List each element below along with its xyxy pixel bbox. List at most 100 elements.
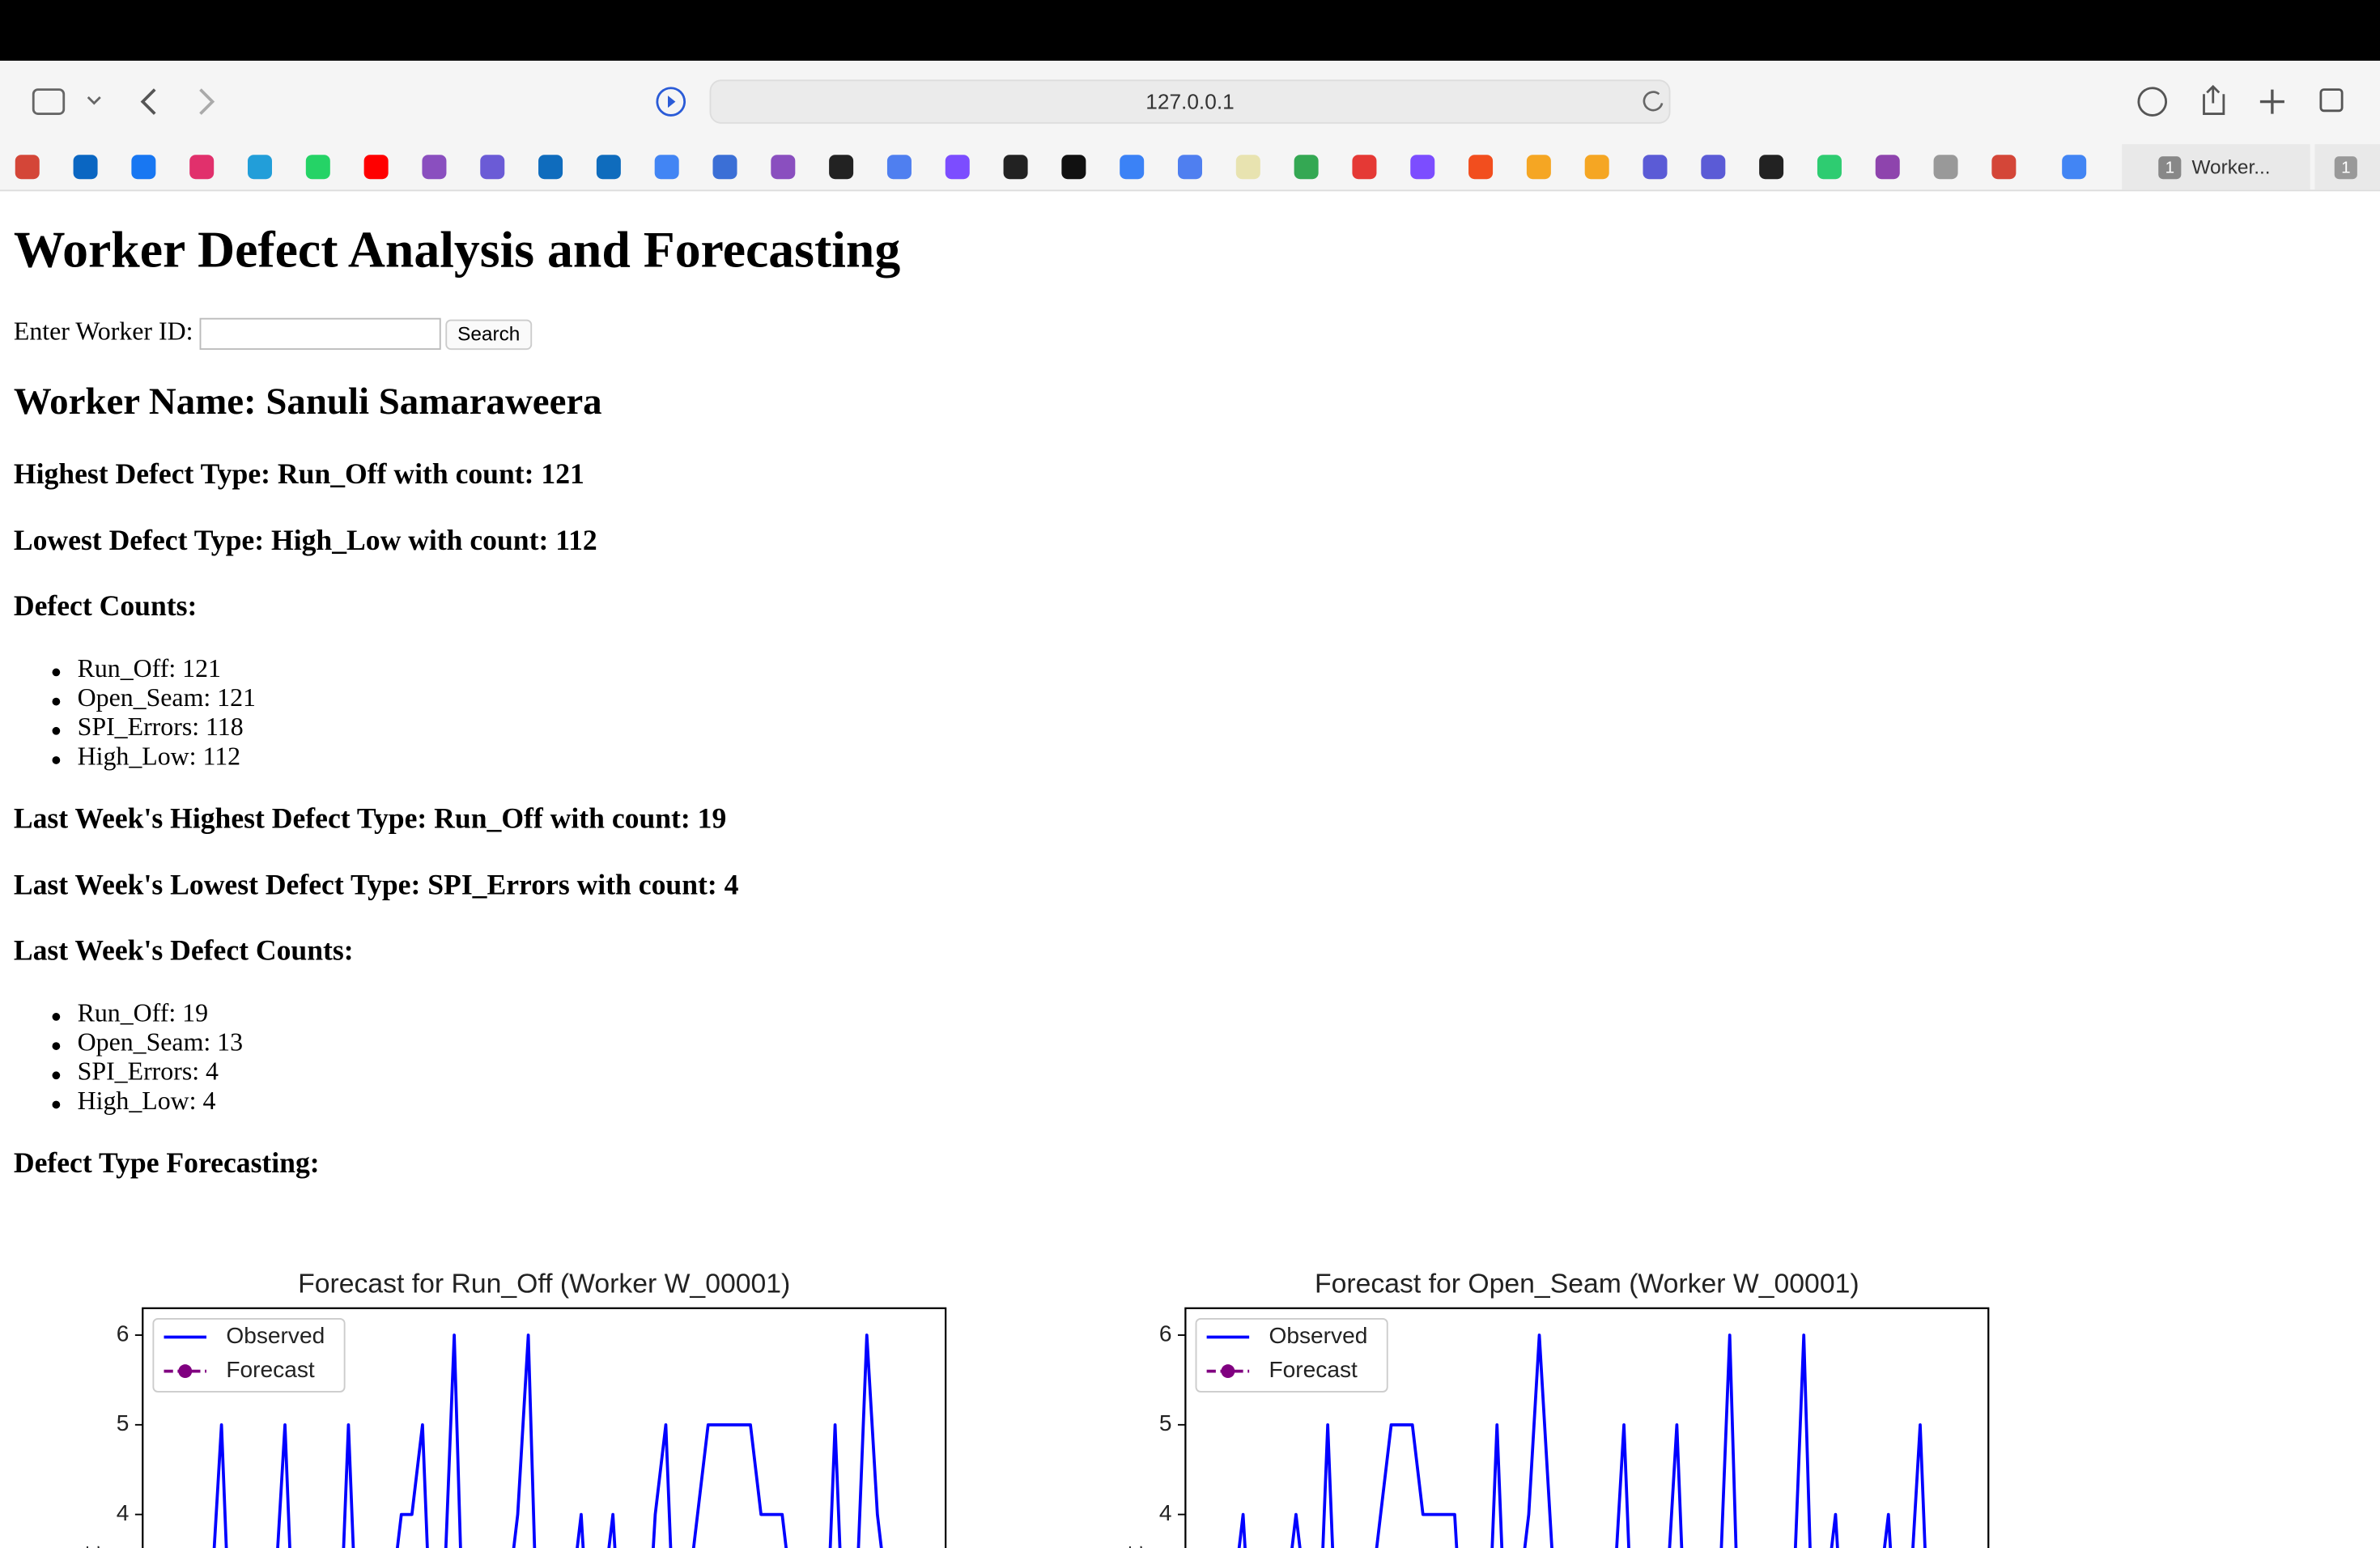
new-tab-button[interactable] (2259, 89, 2284, 114)
list-item: High_Low: 4 (78, 1087, 216, 1115)
last-highest-defect: Last Week's Highest Defect Type: Run_Off… (14, 802, 726, 834)
counts-heading: Defect Counts: (14, 589, 197, 622)
bookmark-icon[interactable] (248, 155, 272, 180)
bookmark-icon[interactable] (1294, 155, 1319, 180)
bookmark-icon[interactable] (15, 155, 40, 180)
list-item: Open_Seam: 121 (78, 683, 256, 712)
lowest-defect: Lowest Defect Type: High_Low with count:… (14, 524, 597, 556)
list-item: Run_Off: 19 (78, 998, 208, 1027)
legend-marker (1221, 1364, 1235, 1379)
sidebar-menu[interactable] (87, 96, 101, 105)
bookmark-icon[interactable] (1701, 155, 1726, 180)
bookmark-icon[interactable] (1178, 155, 1202, 180)
bookmark-icon[interactable] (2062, 155, 2087, 180)
bookmark-icon[interactable] (654, 155, 679, 180)
page-title: Worker Defect Analysis and Forecasting (14, 221, 900, 279)
media-icon (668, 96, 676, 108)
bookmark-icon[interactable] (829, 155, 854, 180)
bookmark-icon[interactable] (422, 155, 447, 180)
bookmark-icon[interactable] (1352, 155, 1377, 180)
y-tick-label: 5 (1159, 1410, 1172, 1435)
bookmark-icon[interactable] (1235, 155, 1260, 180)
y-tick-label: 4 (1159, 1500, 1172, 1525)
search-button[interactable] (445, 319, 533, 351)
bookmark-icon[interactable] (480, 155, 505, 180)
bullet (52, 1100, 61, 1109)
worker-id-input[interactable] (199, 317, 441, 351)
y-axis-label: Count (78, 1546, 104, 1548)
bookmark-icon[interactable] (886, 155, 912, 180)
sidebar-button[interactable] (32, 88, 66, 115)
chart: Forecast for Open_Seam (Worker W_00001) 4… (1120, 1269, 1990, 1548)
bookmark-icon[interactable] (363, 155, 389, 180)
bookmarks-bar (15, 155, 2087, 180)
list-item: Run_Off: 121 (78, 654, 221, 683)
bullet (52, 756, 61, 764)
bullet (52, 1013, 61, 1021)
bookmark-icon[interactable] (73, 155, 98, 180)
back-button[interactable] (140, 88, 156, 115)
list-item: High_Low: 112 (78, 742, 241, 770)
y-axis-label: Count (1120, 1546, 1147, 1548)
charts: Forecast for Run_Off (Worker W_00001) 4 5 6… (78, 1269, 1990, 1548)
bookmark-icon[interactable] (1759, 155, 1784, 180)
bookmark-icon[interactable] (1120, 155, 1145, 180)
bullet (52, 726, 61, 735)
y-tick-label: 6 (117, 1320, 130, 1346)
url: 127.0.0.1 (1145, 89, 1234, 113)
plot-frame (1184, 1307, 1990, 1548)
bookmark-icon[interactable] (1410, 155, 1435, 180)
bookmark-icon[interactable] (771, 155, 796, 180)
tab[interactable] (2122, 144, 2310, 190)
bookmark-icon[interactable] (596, 155, 621, 180)
bookmark-icon[interactable] (1817, 155, 1842, 180)
bookmark-icon[interactable] (305, 155, 330, 180)
list-item: Open_Seam: 13 (78, 1028, 243, 1057)
address-bar[interactable] (709, 79, 1671, 124)
tab-badge-box (2334, 156, 2357, 180)
bookmark-icon[interactable] (1643, 155, 1668, 180)
bookmark-icon[interactable] (945, 155, 970, 180)
list-item: SPI_Errors: 4 (78, 1057, 219, 1086)
tab-title: Worker... (2191, 157, 2270, 179)
bookmark-icon[interactable] (1584, 155, 1609, 180)
bookmark-icon[interactable] (712, 155, 737, 180)
bullet (52, 1042, 61, 1050)
y-tick-label: 5 (117, 1410, 130, 1435)
media-button[interactable] (656, 87, 686, 117)
plot-frame (142, 1307, 947, 1548)
bookmark-icon[interactable] (131, 155, 156, 180)
tab-badge: 1 (2165, 159, 2174, 177)
y-tick-label: 6 (1159, 1320, 1172, 1346)
share-button[interactable] (2203, 84, 2225, 115)
tab-badge-box (2158, 156, 2182, 180)
bookmark-icon[interactable] (1991, 155, 2017, 180)
reload-button[interactable] (1643, 91, 1664, 112)
legend-label: Observed (226, 1323, 325, 1348)
search-button-label: Search (457, 324, 520, 346)
downloads-button[interactable] (2137, 87, 2168, 117)
legend-label: Forecast (1269, 1357, 1358, 1382)
bookmark-icon[interactable] (189, 155, 215, 180)
forward-button[interactable] (199, 88, 215, 115)
list-item: SPI_Errors: 118 (78, 712, 244, 741)
highest-defect: Highest Defect Type: Run_Off with count:… (14, 457, 584, 490)
tab-overview-button[interactable] (2319, 88, 2344, 113)
bookmark-icon[interactable] (1468, 155, 1494, 180)
bookmark-icon[interactable] (1061, 155, 1086, 180)
chart-title: Forecast for Open_Seam (Worker W_00001) (1315, 1269, 1859, 1299)
bookmark-icon[interactable] (538, 155, 563, 180)
last-counts-heading: Last Week's Defect Counts: (14, 933, 354, 966)
bullet (52, 1071, 61, 1080)
bookmark-icon[interactable] (1933, 155, 1958, 180)
y-tick-label: 4 (117, 1500, 130, 1525)
bookmark-icon[interactable] (1875, 155, 1900, 180)
bookmark-icon[interactable] (1526, 155, 1551, 180)
legend-marker (178, 1364, 193, 1379)
bookmark-icon[interactable] (1003, 155, 1028, 180)
worker-name: Worker Name: Sanuli Samaraweera (14, 381, 602, 423)
top-bar (0, 0, 2380, 61)
